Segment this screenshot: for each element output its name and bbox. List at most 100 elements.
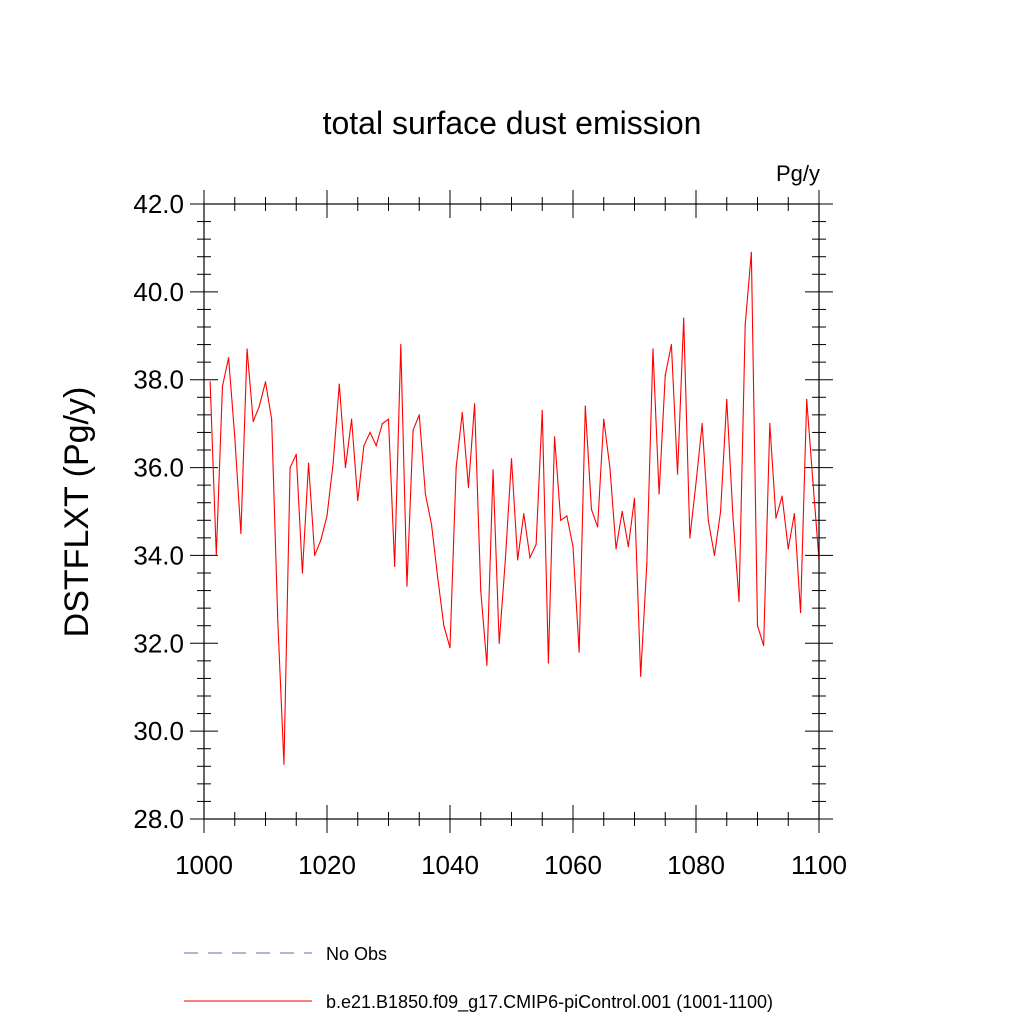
y-axis-label: DSTFLXT (Pg/y) xyxy=(58,387,96,638)
data-point xyxy=(271,418,273,420)
data-point xyxy=(381,423,383,425)
data-point xyxy=(455,466,457,469)
data-point xyxy=(418,414,420,416)
data-point xyxy=(258,405,260,407)
data-point xyxy=(412,429,414,431)
data-point xyxy=(430,524,433,526)
data-point xyxy=(793,513,796,515)
plot-frame xyxy=(203,203,820,820)
data-point xyxy=(787,548,789,550)
data-point xyxy=(738,600,740,603)
data-point xyxy=(578,651,580,653)
data-point xyxy=(498,642,500,644)
data-point xyxy=(732,515,734,517)
data-point xyxy=(750,251,752,253)
data-point xyxy=(763,644,765,647)
data-point xyxy=(394,565,396,568)
data-point xyxy=(252,420,254,423)
data-point xyxy=(246,348,248,350)
data-point xyxy=(510,458,513,460)
legend-label-no-obs: No Obs xyxy=(326,944,387,964)
data-point xyxy=(523,513,525,515)
axis-ticks xyxy=(190,190,833,833)
data-point xyxy=(584,405,586,407)
data-point xyxy=(775,517,777,519)
data-point xyxy=(547,662,550,664)
data-point xyxy=(517,559,519,561)
data-point xyxy=(535,543,537,546)
x-tick-label: 1060 xyxy=(544,850,602,880)
data-point xyxy=(209,381,211,383)
data-point xyxy=(701,423,703,425)
data-point xyxy=(338,383,340,385)
data-point xyxy=(683,317,685,319)
legend: No Obs b.e21.B1850.f09_g17.CMIP6-piContr… xyxy=(184,944,773,1013)
x-tick-label: 1100 xyxy=(791,850,847,880)
y-tick-label: 30.0 xyxy=(133,716,184,746)
data-point xyxy=(437,576,439,578)
data-point xyxy=(283,763,285,765)
data-point xyxy=(320,539,322,541)
data-point xyxy=(646,563,648,565)
data-point xyxy=(215,554,217,557)
data-point xyxy=(443,625,445,627)
data-point xyxy=(781,495,783,497)
data-point xyxy=(541,409,543,412)
data-point xyxy=(332,462,334,464)
x-tick-label: 1020 xyxy=(298,850,356,880)
chart-title: total surface dust emission xyxy=(323,105,702,141)
data-point xyxy=(449,647,451,649)
data-point xyxy=(744,324,746,326)
data-point xyxy=(314,554,316,557)
data-point xyxy=(228,357,230,359)
data-point xyxy=(658,493,660,495)
data-point xyxy=(590,508,593,510)
data-point xyxy=(351,418,353,420)
data-point xyxy=(560,519,562,521)
data-series xyxy=(209,251,820,765)
y-tick-label: 38.0 xyxy=(133,365,184,395)
data-point xyxy=(609,466,611,469)
data-point xyxy=(307,462,310,464)
data-point xyxy=(689,537,691,539)
data-point xyxy=(720,510,722,513)
data-point xyxy=(566,515,568,517)
data-point xyxy=(652,348,654,350)
data-point xyxy=(424,493,426,495)
data-point xyxy=(726,398,728,401)
data-point xyxy=(474,403,476,405)
data-point xyxy=(277,620,279,622)
data-point xyxy=(799,611,802,614)
data-point xyxy=(627,546,629,548)
data-point xyxy=(621,510,623,513)
data-point xyxy=(553,436,556,438)
data-point xyxy=(633,497,636,499)
data-point xyxy=(676,473,679,475)
data-point xyxy=(357,499,359,502)
data-point xyxy=(461,412,463,414)
data-point xyxy=(344,466,347,469)
data-point xyxy=(615,548,617,550)
data-point xyxy=(486,664,488,666)
data-point xyxy=(387,418,390,420)
series-line-1 xyxy=(209,252,820,765)
data-point xyxy=(713,554,716,557)
data-point xyxy=(480,589,482,592)
axis-tick-labels: 1000 1020 1040 1060 1080 1100 28.0 30.0 32.0 34.0… xyxy=(133,189,847,880)
data-point xyxy=(640,675,642,677)
y-tick-label: 32.0 xyxy=(133,628,184,658)
data-point xyxy=(221,385,224,387)
data-point xyxy=(769,423,771,425)
legend-label-picontrol: b.e21.B1850.f09_g17.CMIP6-piControl.001 … xyxy=(326,992,773,1013)
data-point xyxy=(289,466,291,469)
data-point xyxy=(264,381,267,383)
data-point xyxy=(572,546,574,548)
data-point xyxy=(806,398,808,401)
data-point xyxy=(375,445,377,447)
data-point xyxy=(240,532,242,535)
data-point xyxy=(664,374,666,376)
y-tick-label: 40.0 xyxy=(133,277,184,307)
data-point xyxy=(400,343,402,346)
data-point xyxy=(603,418,605,420)
